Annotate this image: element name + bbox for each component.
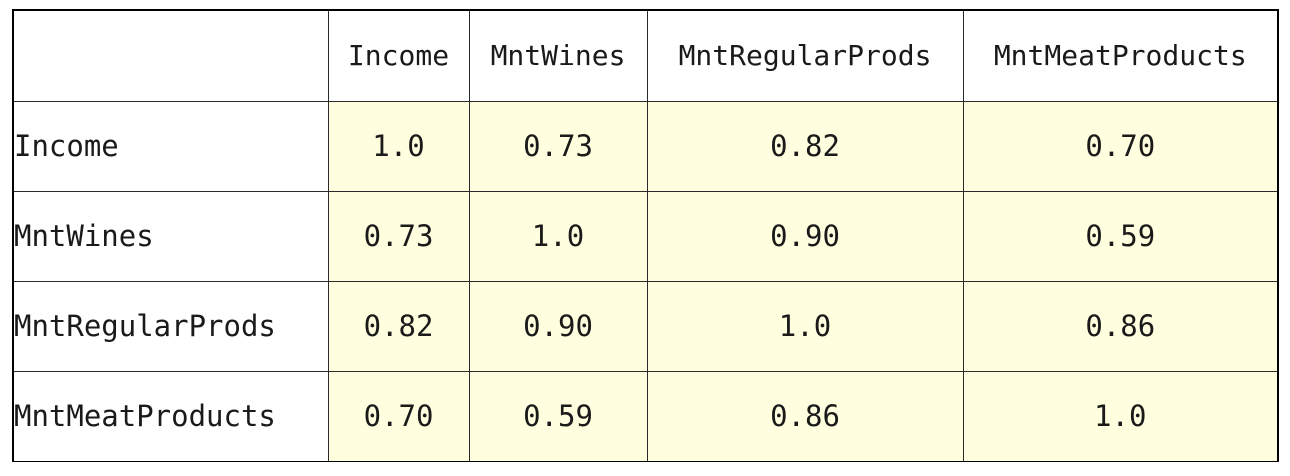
- correlation-table: Income MntWines MntRegularProds MntMeatP…: [14, 11, 1277, 461]
- column-header-mntregularprods: MntRegularProds: [646, 11, 964, 102]
- table-cell: 0.59: [468, 370, 648, 461]
- table-cell: 0.90: [646, 190, 964, 282]
- table-cell: 0.70: [962, 100, 1277, 192]
- table-cell: 1.0: [327, 100, 470, 192]
- row-header-mntwines: MntWines: [14, 190, 329, 282]
- table-cell: 1.0: [646, 280, 964, 372]
- table-row: MntWines 0.73 1.0 0.90 0.59: [14, 190, 1277, 282]
- table-row: MntRegularProds 0.82 0.90 1.0 0.86: [14, 280, 1277, 372]
- table-cell: 0.73: [468, 100, 648, 192]
- table-cell: 0.59: [962, 190, 1277, 282]
- column-header-mntwines: MntWines: [468, 11, 648, 102]
- table-row: Income 1.0 0.73 0.82 0.70: [14, 100, 1277, 192]
- table-cell: 1.0: [962, 370, 1277, 461]
- table-cell: 0.86: [646, 370, 964, 461]
- table-cell: 0.70: [327, 370, 470, 461]
- row-header-mntmeatproducts: MntMeatProducts: [14, 370, 329, 461]
- table-cell: 0.82: [646, 100, 964, 192]
- header-row: Income MntWines MntRegularProds MntMeatP…: [14, 11, 1277, 102]
- column-header-mntmeatproducts: MntMeatProducts: [962, 11, 1277, 102]
- correlation-table-frame: Income MntWines MntRegularProds MntMeatP…: [12, 9, 1279, 462]
- row-header-income: Income: [14, 100, 329, 192]
- column-header-income: Income: [327, 11, 470, 102]
- table-cell: 1.0: [468, 190, 648, 282]
- table-cell: 0.73: [327, 190, 470, 282]
- corner-cell: [14, 11, 329, 102]
- table-row: MntMeatProducts 0.70 0.59 0.86 1.0: [14, 370, 1277, 461]
- table-cell: 0.90: [468, 280, 648, 372]
- table-cell: 0.86: [962, 280, 1277, 372]
- row-header-mntregularprods: MntRegularProds: [14, 280, 329, 372]
- table-cell: 0.82: [327, 280, 470, 372]
